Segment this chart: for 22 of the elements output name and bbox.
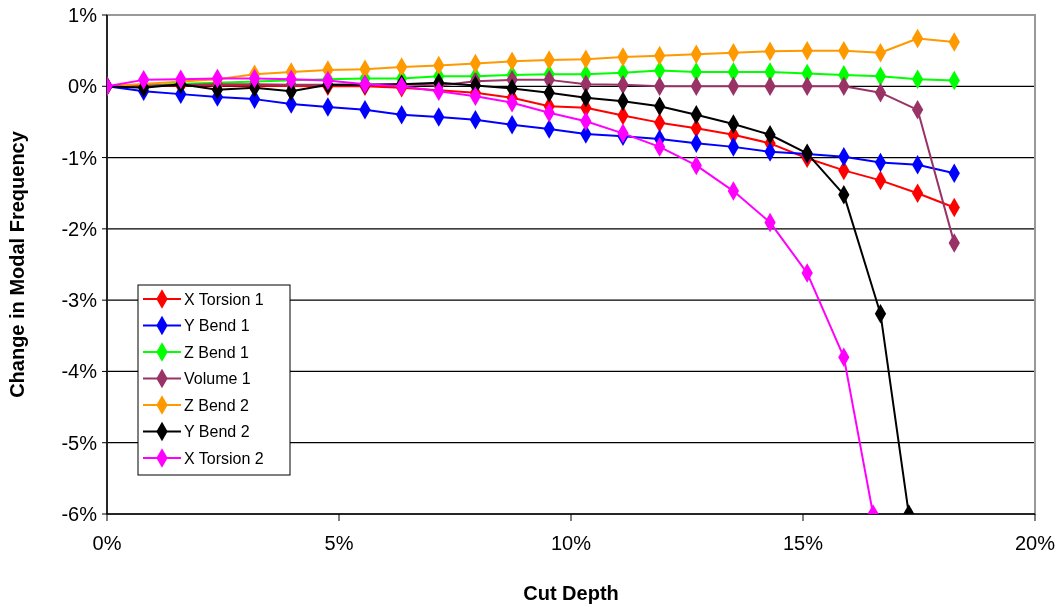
y-tick-label: -6%	[61, 503, 98, 525]
x-tick-label: 20%	[1014, 532, 1056, 554]
legend-label: X Torsion 1	[184, 290, 264, 308]
legend-label: Y Bend 2	[184, 423, 250, 441]
legend-label: Z Bend 1	[184, 343, 250, 361]
y-tick-label: 0%	[68, 75, 98, 98]
x-tick-label: 0%	[92, 532, 122, 554]
x-tick-label: 5%	[324, 532, 354, 554]
y-tick-label: -5%	[61, 431, 98, 454]
legend-label: Z Bend 2	[184, 396, 250, 414]
x-tick-label: 10%	[550, 532, 592, 554]
y-axis-title: Change in Modal Frequency	[6, 130, 28, 398]
y-tick-label: -2%	[61, 217, 98, 240]
y-tick-label: -1%	[61, 146, 98, 169]
legend-label: X Torsion 2	[184, 449, 264, 467]
y-tick-label: -3%	[61, 289, 98, 312]
x-tick-label: 15%	[782, 532, 824, 554]
legend-label: Y Bend 1	[184, 317, 250, 335]
x-axis-title: Cut Depth	[523, 582, 619, 604]
y-tick-label: 1%	[68, 4, 98, 26]
legend-label: Volume 1	[184, 370, 251, 388]
y-tick-label: -4%	[61, 360, 98, 383]
